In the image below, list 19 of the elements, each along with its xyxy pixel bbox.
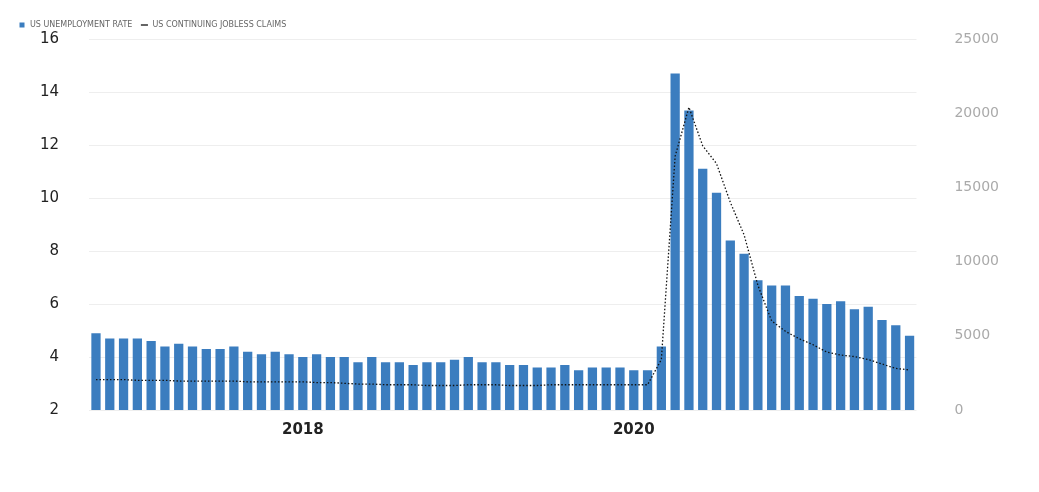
y2-tick-label: 5000 <box>954 326 991 343</box>
y-tick-label: 12 <box>39 134 60 153</box>
y-tick-label: 10 <box>39 187 60 206</box>
legend-label: US UNEMPLOYMENT RATE <box>30 20 133 30</box>
y2-tick-label: 0 <box>954 400 964 417</box>
y-tick-label: 4 <box>49 346 60 365</box>
y2-tick-label: 15000 <box>954 178 1000 195</box>
y-tick-label: 16 <box>39 28 60 47</box>
line-series <box>95 106 911 387</box>
y2-tick-label: 10000 <box>954 252 1000 269</box>
legend-label: US CONTINUING JOBLESS CLAIMS <box>152 20 287 30</box>
y2-tick-label: 20000 <box>954 103 1000 120</box>
y-tick-label: 14 <box>39 81 60 100</box>
y2-tick-label: 25000 <box>954 29 1000 46</box>
y-tick-label: 8 <box>49 240 60 259</box>
y-tick-label: 6 <box>49 293 60 312</box>
x-tick-label: 2020 <box>612 419 655 438</box>
y-tick-label: 2 <box>49 399 60 418</box>
x-tick-label: 2018 <box>281 419 324 438</box>
